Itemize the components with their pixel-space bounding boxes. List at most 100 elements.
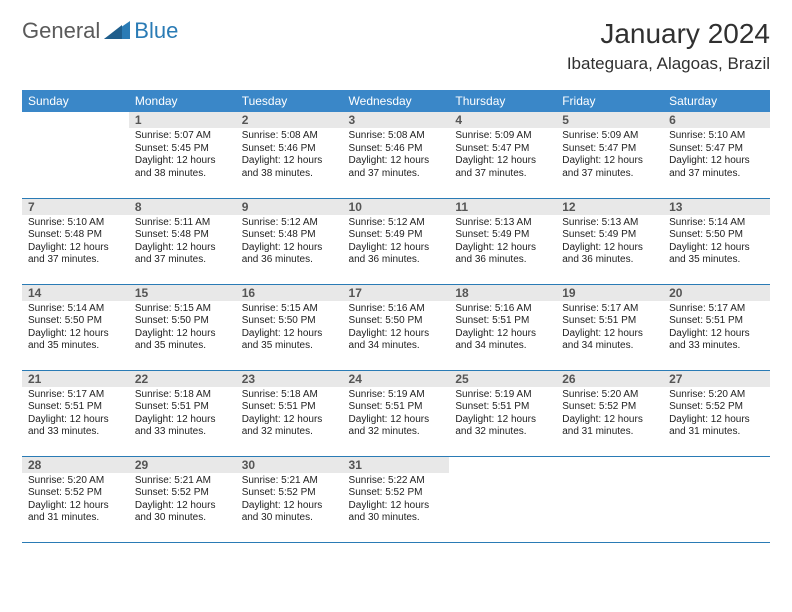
calendar-day-cell: 14Sunrise: 5:14 AMSunset: 5:50 PMDayligh… bbox=[22, 284, 129, 370]
calendar-day-cell: 11Sunrise: 5:13 AMSunset: 5:49 PMDayligh… bbox=[449, 198, 556, 284]
calendar-day-cell: 9Sunrise: 5:12 AMSunset: 5:48 PMDaylight… bbox=[236, 198, 343, 284]
day-number: 19 bbox=[556, 285, 663, 301]
day-number: 14 bbox=[22, 285, 129, 301]
weekday-header: Friday bbox=[556, 90, 663, 112]
calendar-day-cell bbox=[556, 456, 663, 542]
day-details: Sunrise: 5:12 AMSunset: 5:48 PMDaylight:… bbox=[236, 215, 343, 271]
day-number: 15 bbox=[129, 285, 236, 301]
calendar-day-cell: 22Sunrise: 5:18 AMSunset: 5:51 PMDayligh… bbox=[129, 370, 236, 456]
calendar-day-cell bbox=[663, 456, 770, 542]
day-number: 12 bbox=[556, 199, 663, 215]
calendar-body: 1Sunrise: 5:07 AMSunset: 5:45 PMDaylight… bbox=[22, 112, 770, 542]
calendar-day-cell: 15Sunrise: 5:15 AMSunset: 5:50 PMDayligh… bbox=[129, 284, 236, 370]
title-block: January 2024 Ibateguara, Alagoas, Brazil bbox=[567, 18, 770, 74]
day-number: 5 bbox=[556, 112, 663, 128]
month-title: January 2024 bbox=[567, 18, 770, 50]
day-details: Sunrise: 5:08 AMSunset: 5:46 PMDaylight:… bbox=[236, 128, 343, 184]
day-details: Sunrise: 5:09 AMSunset: 5:47 PMDaylight:… bbox=[449, 128, 556, 184]
calendar-table: SundayMondayTuesdayWednesdayThursdayFrid… bbox=[22, 90, 770, 543]
day-number: 24 bbox=[343, 371, 450, 387]
day-details: Sunrise: 5:19 AMSunset: 5:51 PMDaylight:… bbox=[343, 387, 450, 443]
calendar-day-cell: 1Sunrise: 5:07 AMSunset: 5:45 PMDaylight… bbox=[129, 112, 236, 198]
day-details: Sunrise: 5:22 AMSunset: 5:52 PMDaylight:… bbox=[343, 473, 450, 529]
day-details: Sunrise: 5:14 AMSunset: 5:50 PMDaylight:… bbox=[22, 301, 129, 357]
day-number: 9 bbox=[236, 199, 343, 215]
calendar-day-cell: 27Sunrise: 5:20 AMSunset: 5:52 PMDayligh… bbox=[663, 370, 770, 456]
day-number: 3 bbox=[343, 112, 450, 128]
day-number: 20 bbox=[663, 285, 770, 301]
weekday-header: Tuesday bbox=[236, 90, 343, 112]
day-number: 26 bbox=[556, 371, 663, 387]
day-number: 31 bbox=[343, 457, 450, 473]
day-number: 7 bbox=[22, 199, 129, 215]
weekday-header: Saturday bbox=[663, 90, 770, 112]
day-details: Sunrise: 5:16 AMSunset: 5:51 PMDaylight:… bbox=[449, 301, 556, 357]
day-details: Sunrise: 5:21 AMSunset: 5:52 PMDaylight:… bbox=[236, 473, 343, 529]
calendar-day-cell: 28Sunrise: 5:20 AMSunset: 5:52 PMDayligh… bbox=[22, 456, 129, 542]
calendar-day-cell bbox=[449, 456, 556, 542]
calendar-day-cell: 16Sunrise: 5:15 AMSunset: 5:50 PMDayligh… bbox=[236, 284, 343, 370]
day-number: 6 bbox=[663, 112, 770, 128]
calendar-header-row: SundayMondayTuesdayWednesdayThursdayFrid… bbox=[22, 90, 770, 112]
day-details: Sunrise: 5:21 AMSunset: 5:52 PMDaylight:… bbox=[129, 473, 236, 529]
calendar-day-cell: 20Sunrise: 5:17 AMSunset: 5:51 PMDayligh… bbox=[663, 284, 770, 370]
day-number: 22 bbox=[129, 371, 236, 387]
day-details: Sunrise: 5:13 AMSunset: 5:49 PMDaylight:… bbox=[556, 215, 663, 271]
location-text: Ibateguara, Alagoas, Brazil bbox=[567, 54, 770, 74]
day-details: Sunrise: 5:12 AMSunset: 5:49 PMDaylight:… bbox=[343, 215, 450, 271]
calendar-day-cell: 21Sunrise: 5:17 AMSunset: 5:51 PMDayligh… bbox=[22, 370, 129, 456]
calendar-day-cell: 13Sunrise: 5:14 AMSunset: 5:50 PMDayligh… bbox=[663, 198, 770, 284]
day-details: Sunrise: 5:17 AMSunset: 5:51 PMDaylight:… bbox=[22, 387, 129, 443]
calendar-day-cell: 24Sunrise: 5:19 AMSunset: 5:51 PMDayligh… bbox=[343, 370, 450, 456]
day-details: Sunrise: 5:11 AMSunset: 5:48 PMDaylight:… bbox=[129, 215, 236, 271]
day-details: Sunrise: 5:18 AMSunset: 5:51 PMDaylight:… bbox=[129, 387, 236, 443]
day-details: Sunrise: 5:20 AMSunset: 5:52 PMDaylight:… bbox=[22, 473, 129, 529]
logo-text-blue: Blue bbox=[134, 18, 178, 44]
day-number: 18 bbox=[449, 285, 556, 301]
day-number: 11 bbox=[449, 199, 556, 215]
weekday-header: Monday bbox=[129, 90, 236, 112]
calendar-day-cell: 6Sunrise: 5:10 AMSunset: 5:47 PMDaylight… bbox=[663, 112, 770, 198]
calendar-week-row: 1Sunrise: 5:07 AMSunset: 5:45 PMDaylight… bbox=[22, 112, 770, 198]
day-number: 13 bbox=[663, 199, 770, 215]
calendar-day-cell: 10Sunrise: 5:12 AMSunset: 5:49 PMDayligh… bbox=[343, 198, 450, 284]
day-details: Sunrise: 5:13 AMSunset: 5:49 PMDaylight:… bbox=[449, 215, 556, 271]
calendar-day-cell: 26Sunrise: 5:20 AMSunset: 5:52 PMDayligh… bbox=[556, 370, 663, 456]
day-details: Sunrise: 5:07 AMSunset: 5:45 PMDaylight:… bbox=[129, 128, 236, 184]
day-number: 17 bbox=[343, 285, 450, 301]
calendar-day-cell: 4Sunrise: 5:09 AMSunset: 5:47 PMDaylight… bbox=[449, 112, 556, 198]
day-details: Sunrise: 5:09 AMSunset: 5:47 PMDaylight:… bbox=[556, 128, 663, 184]
day-number: 16 bbox=[236, 285, 343, 301]
calendar-day-cell: 25Sunrise: 5:19 AMSunset: 5:51 PMDayligh… bbox=[449, 370, 556, 456]
calendar-day-cell bbox=[22, 112, 129, 198]
calendar-day-cell: 12Sunrise: 5:13 AMSunset: 5:49 PMDayligh… bbox=[556, 198, 663, 284]
page-header: General Blue January 2024 Ibateguara, Al… bbox=[0, 0, 792, 80]
day-number: 4 bbox=[449, 112, 556, 128]
calendar-week-row: 14Sunrise: 5:14 AMSunset: 5:50 PMDayligh… bbox=[22, 284, 770, 370]
day-details: Sunrise: 5:17 AMSunset: 5:51 PMDaylight:… bbox=[663, 301, 770, 357]
day-number: 10 bbox=[343, 199, 450, 215]
day-details: Sunrise: 5:20 AMSunset: 5:52 PMDaylight:… bbox=[556, 387, 663, 443]
day-details: Sunrise: 5:17 AMSunset: 5:51 PMDaylight:… bbox=[556, 301, 663, 357]
day-details: Sunrise: 5:20 AMSunset: 5:52 PMDaylight:… bbox=[663, 387, 770, 443]
calendar-day-cell: 31Sunrise: 5:22 AMSunset: 5:52 PMDayligh… bbox=[343, 456, 450, 542]
calendar-day-cell: 23Sunrise: 5:18 AMSunset: 5:51 PMDayligh… bbox=[236, 370, 343, 456]
day-details: Sunrise: 5:10 AMSunset: 5:48 PMDaylight:… bbox=[22, 215, 129, 271]
calendar-day-cell: 29Sunrise: 5:21 AMSunset: 5:52 PMDayligh… bbox=[129, 456, 236, 542]
calendar-day-cell: 8Sunrise: 5:11 AMSunset: 5:48 PMDaylight… bbox=[129, 198, 236, 284]
day-details: Sunrise: 5:18 AMSunset: 5:51 PMDaylight:… bbox=[236, 387, 343, 443]
weekday-header: Wednesday bbox=[343, 90, 450, 112]
day-number: 1 bbox=[129, 112, 236, 128]
day-details: Sunrise: 5:14 AMSunset: 5:50 PMDaylight:… bbox=[663, 215, 770, 271]
day-details: Sunrise: 5:15 AMSunset: 5:50 PMDaylight:… bbox=[129, 301, 236, 357]
calendar-day-cell: 7Sunrise: 5:10 AMSunset: 5:48 PMDaylight… bbox=[22, 198, 129, 284]
calendar-day-cell: 19Sunrise: 5:17 AMSunset: 5:51 PMDayligh… bbox=[556, 284, 663, 370]
day-details: Sunrise: 5:16 AMSunset: 5:50 PMDaylight:… bbox=[343, 301, 450, 357]
calendar-day-cell: 3Sunrise: 5:08 AMSunset: 5:46 PMDaylight… bbox=[343, 112, 450, 198]
calendar-week-row: 7Sunrise: 5:10 AMSunset: 5:48 PMDaylight… bbox=[22, 198, 770, 284]
logo: General Blue bbox=[22, 18, 178, 44]
day-details: Sunrise: 5:15 AMSunset: 5:50 PMDaylight:… bbox=[236, 301, 343, 357]
day-number: 29 bbox=[129, 457, 236, 473]
calendar-day-cell: 30Sunrise: 5:21 AMSunset: 5:52 PMDayligh… bbox=[236, 456, 343, 542]
calendar-week-row: 21Sunrise: 5:17 AMSunset: 5:51 PMDayligh… bbox=[22, 370, 770, 456]
